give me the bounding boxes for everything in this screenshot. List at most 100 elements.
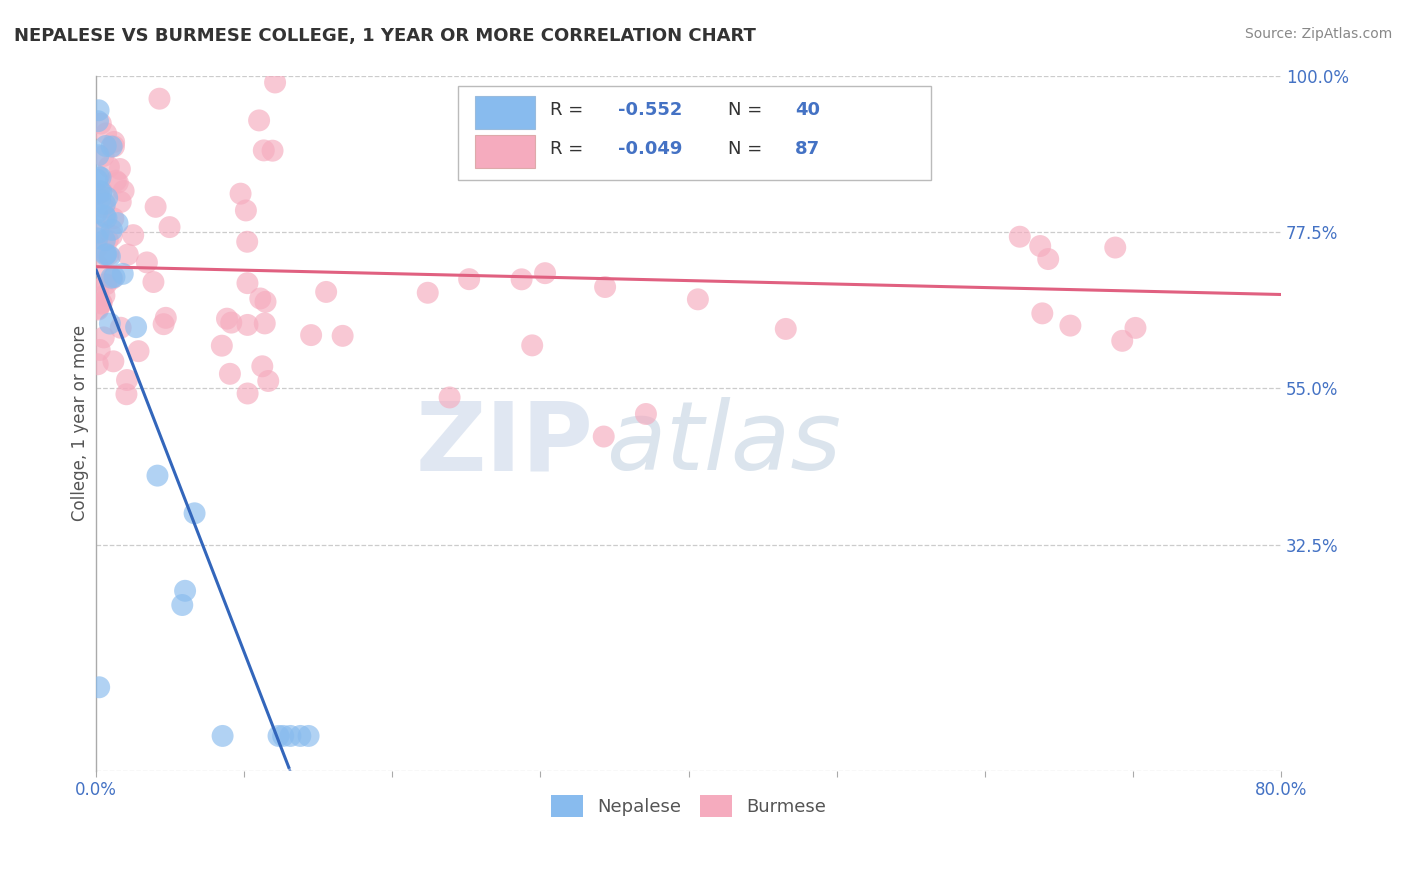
- Point: [1038, 252, 1060, 266]
- Point: [90, 185, 112, 199]
- Point: [94, 248, 117, 262]
- Point: [90, 296, 112, 310]
- Point: [117, 247, 139, 261]
- Point: [94, 233, 117, 247]
- Point: [97, 233, 120, 247]
- Point: [104, 174, 127, 188]
- Point: [522, 338, 544, 352]
- Point: [103, 354, 125, 368]
- Point: [86, 172, 108, 186]
- Point: [155, 310, 177, 325]
- Point: [86, 357, 108, 371]
- Point: [98, 249, 121, 263]
- Point: [236, 235, 259, 249]
- Point: [1125, 321, 1147, 335]
- Point: [211, 339, 233, 353]
- Point: [152, 317, 174, 331]
- Point: [1059, 318, 1081, 333]
- Point: [103, 269, 125, 284]
- Point: [87, 169, 110, 184]
- Point: [236, 276, 259, 290]
- Point: [1104, 241, 1126, 255]
- Text: ZIP: ZIP: [416, 398, 593, 491]
- Point: [264, 75, 287, 89]
- Y-axis label: College, 1 year or more: College, 1 year or more: [72, 325, 89, 521]
- Point: [86, 240, 108, 254]
- Point: [111, 267, 134, 281]
- Point: [93, 288, 115, 302]
- Point: [534, 266, 557, 280]
- Point: [142, 275, 165, 289]
- Point: [89, 343, 111, 357]
- Point: [93, 330, 115, 344]
- Point: [87, 226, 110, 240]
- Point: [94, 277, 117, 292]
- Point: [101, 271, 124, 285]
- Point: [174, 583, 197, 598]
- Point: [110, 194, 132, 209]
- Text: atlas: atlas: [606, 398, 841, 491]
- Point: [87, 103, 110, 118]
- Point: [416, 285, 439, 300]
- Point: [145, 200, 167, 214]
- Point: [108, 161, 131, 176]
- Point: [686, 293, 709, 307]
- Point: [249, 292, 271, 306]
- Point: [135, 255, 157, 269]
- Point: [115, 373, 138, 387]
- Point: [93, 149, 115, 163]
- Point: [96, 211, 118, 225]
- Point: [86, 258, 108, 272]
- Text: -0.049: -0.049: [617, 139, 682, 158]
- Point: [1008, 229, 1031, 244]
- Point: [128, 344, 150, 359]
- Point: [90, 170, 112, 185]
- Point: [122, 228, 145, 243]
- FancyBboxPatch shape: [475, 135, 534, 168]
- Point: [247, 113, 270, 128]
- Point: [1031, 306, 1053, 320]
- Point: [97, 160, 120, 174]
- Point: [112, 184, 135, 198]
- Point: [458, 272, 481, 286]
- Point: [87, 186, 110, 201]
- Point: [87, 302, 110, 317]
- Point: [229, 186, 252, 201]
- Point: [110, 320, 132, 334]
- Text: 40: 40: [796, 101, 820, 119]
- Point: [215, 311, 238, 326]
- Point: [219, 367, 242, 381]
- Point: [125, 320, 148, 334]
- Point: [86, 205, 108, 219]
- Point: [271, 729, 294, 743]
- Point: [1111, 334, 1133, 348]
- Point: [103, 139, 125, 153]
- Point: [94, 197, 117, 211]
- Point: [97, 248, 120, 262]
- Point: [297, 729, 319, 743]
- Point: [439, 391, 461, 405]
- Legend: Nepalese, Burmese: Nepalese, Burmese: [544, 788, 834, 824]
- Point: [172, 598, 194, 612]
- Point: [107, 216, 129, 230]
- Point: [592, 429, 614, 443]
- Text: -0.552: -0.552: [617, 101, 682, 119]
- Point: [262, 144, 284, 158]
- Point: [89, 223, 111, 237]
- Point: [103, 211, 125, 226]
- Point: [146, 468, 169, 483]
- Text: NEPALESE VS BURMESE COLLEGE, 1 YEAR OR MORE CORRELATION CHART: NEPALESE VS BURMESE COLLEGE, 1 YEAR OR M…: [14, 27, 756, 45]
- Point: [96, 191, 118, 205]
- Point: [211, 729, 233, 743]
- Point: [87, 148, 110, 162]
- Text: 87: 87: [796, 139, 820, 158]
- Text: N =: N =: [728, 139, 768, 158]
- Point: [101, 228, 124, 243]
- Point: [107, 176, 129, 190]
- Point: [103, 135, 125, 149]
- Point: [253, 144, 276, 158]
- Point: [253, 317, 276, 331]
- Point: [593, 280, 616, 294]
- Point: [510, 272, 533, 286]
- Text: R =: R =: [550, 101, 589, 119]
